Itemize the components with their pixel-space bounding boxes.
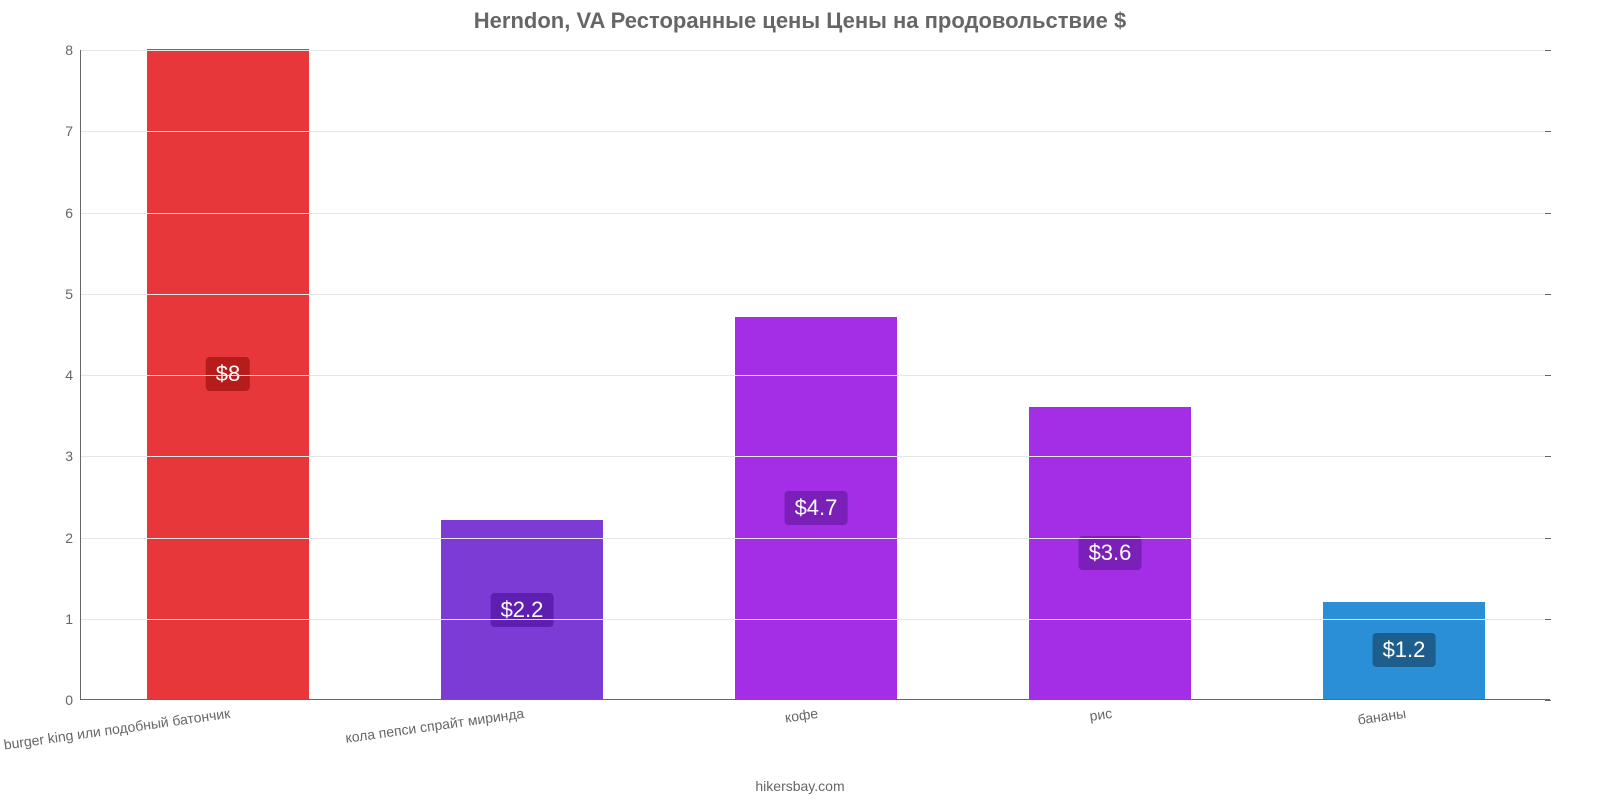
y-tick-mark [1545,213,1551,214]
grid-line [81,131,1550,132]
grid-line [81,50,1550,51]
grid-line [81,538,1550,539]
y-tick-mark [1545,456,1551,457]
y-tick-label: 5 [65,286,81,302]
x-tick-label: кола пепси спрайт миринда [343,699,525,746]
y-tick-mark [1545,700,1551,701]
value-label: $1.2 [1373,633,1436,667]
attribution-text: hikersbay.com [0,778,1600,794]
value-label: $3.6 [1079,536,1142,570]
grid-line [81,213,1550,214]
y-tick-mark [1545,294,1551,295]
x-tick-label: кофе [783,699,819,725]
plot-area: $8$2.2$4.7$3.6$1.2 012345678mac burger k… [80,50,1550,700]
x-tick-label: рис [1088,699,1113,724]
x-tick-label: mac burger king или подобный батончик [0,699,231,757]
bar: $8 [147,49,309,699]
value-label: $2.2 [491,593,554,627]
y-tick-mark [1545,619,1551,620]
bar: $2.2 [441,520,603,699]
y-tick-label: 1 [65,611,81,627]
chart-container: Herndon, VA Ресторанные цены Цены на про… [0,0,1600,800]
grid-line [81,456,1550,457]
x-tick-label: бананы [1356,699,1407,728]
y-tick-label: 8 [65,42,81,58]
y-tick-label: 3 [65,448,81,464]
y-tick-label: 6 [65,205,81,221]
y-tick-label: 4 [65,367,81,383]
grid-line [81,619,1550,620]
y-tick-label: 0 [65,692,81,708]
grid-line [81,375,1550,376]
y-tick-label: 7 [65,123,81,139]
grid-line [81,294,1550,295]
chart-title: Herndon, VA Ресторанные цены Цены на про… [0,8,1600,34]
bar: $3.6 [1029,407,1191,700]
y-tick-mark [1545,538,1551,539]
value-label: $8 [206,357,250,391]
y-tick-mark [1545,50,1551,51]
y-tick-label: 2 [65,530,81,546]
y-tick-mark [1545,131,1551,132]
bar: $1.2 [1323,602,1485,700]
y-tick-mark [1545,375,1551,376]
value-label: $4.7 [785,491,848,525]
